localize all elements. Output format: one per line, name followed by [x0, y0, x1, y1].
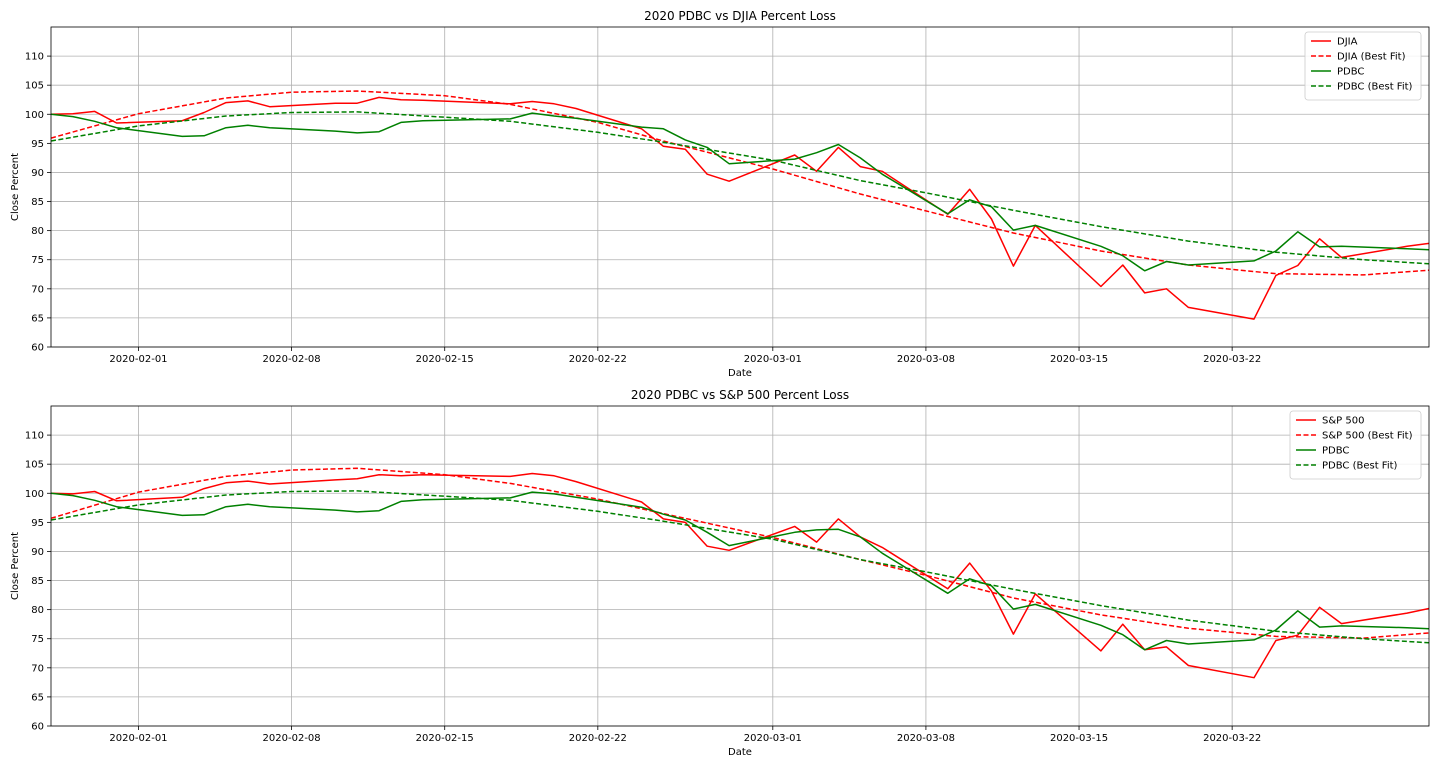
legend-label: S&P 500	[1322, 416, 1364, 427]
legend-box	[1289, 410, 1422, 480]
legend-label: PDBC	[1322, 446, 1349, 457]
y-tick-label: 80	[31, 605, 44, 616]
chart-title: 2020 PDBC vs DJIA Percent Loss	[644, 9, 836, 23]
y-tick-label: 105	[25, 460, 44, 471]
x-tick-label: 2020-03-01	[744, 354, 802, 365]
y-axis-label: Close Percent	[10, 532, 21, 600]
y-tick-label: 75	[31, 634, 44, 645]
y-tick-label: 95	[31, 518, 44, 529]
x-axis-label: Date	[728, 368, 752, 379]
plot-frame	[50, 26, 1430, 348]
series-group	[51, 467, 1429, 679]
y-tick-label: 90	[31, 547, 44, 558]
x-tick-label: 2020-03-08	[897, 354, 955, 365]
y-tick-label: 65	[31, 313, 44, 324]
plot-frame	[50, 405, 1430, 727]
y-tick-label: 65	[31, 692, 44, 703]
x-tick-label: 2020-03-01	[744, 733, 802, 744]
x-tick-label: 2020-02-01	[109, 733, 167, 744]
x-tick-label: 2020-03-15	[1050, 354, 1108, 365]
chart-title: 2020 PDBC vs S&P 500 Percent Loss	[631, 388, 849, 402]
y-tick-label: 85	[31, 576, 44, 587]
series-line-s-p-500	[51, 472, 1429, 679]
legend: S&P 500 S&P 500 (Best Fit) PDBC PDBC (Best …	[1289, 410, 1422, 480]
y-tick-label: 110	[25, 52, 44, 63]
x-tick-label: 2020-02-08	[263, 733, 321, 744]
x-tick-label: 2020-02-15	[416, 354, 474, 365]
legend-label: PDBC	[1337, 67, 1364, 78]
x-tick-label: 2020-02-08	[263, 354, 321, 365]
y-tick-label: 75	[31, 255, 44, 266]
legend-box	[1304, 31, 1422, 101]
y-tick-label: 60	[31, 343, 44, 354]
x-tick-label: 2020-03-15	[1050, 733, 1108, 744]
y-tick-label: 60	[31, 722, 44, 733]
x-tick-label: 2020-03-22	[1203, 354, 1261, 365]
series-line-pdbc	[51, 491, 1429, 651]
x-axis-label: Date	[728, 747, 752, 758]
x-tick-label: 2020-02-01	[109, 354, 167, 365]
y-tick-label: 70	[31, 663, 44, 674]
y-tick-label: 95	[31, 139, 44, 150]
series-group	[51, 90, 1429, 320]
y-tick-label: 70	[31, 284, 44, 295]
legend-label: S&P 500 (Best Fit)	[1322, 431, 1413, 442]
series-line-djia	[51, 96, 1429, 320]
series-line-pdbc-best-fit	[51, 111, 1429, 265]
series-line-djia-best-fit	[51, 90, 1429, 276]
legend-label: PDBC (Best Fit)	[1322, 461, 1398, 472]
x-tick-label: 2020-02-22	[569, 354, 627, 365]
x-tick-label: 2020-03-08	[897, 733, 955, 744]
x-tick-label: 2020-02-22	[569, 733, 627, 744]
y-tick-label: 105	[25, 81, 44, 92]
y-tick-label: 85	[31, 197, 44, 208]
y-tick-label: 90	[31, 168, 44, 179]
chart-panel-1: 2020 PDBC vs DJIA Percent Loss 60 65 70 75 80…	[10, 9, 1430, 379]
legend-label: PDBC (Best Fit)	[1337, 82, 1413, 93]
y-axis-label: Close Percent	[10, 153, 21, 221]
legend: DJIA DJIA (Best Fit) PDBC PDBC (Best Fit)	[1304, 31, 1422, 101]
x-tick-label: 2020-03-22	[1203, 733, 1261, 744]
x-tick-label: 2020-02-15	[416, 733, 474, 744]
series-line-pdbc	[51, 112, 1429, 272]
y-tick-label: 110	[25, 431, 44, 442]
y-tick-label: 100	[25, 489, 44, 500]
series-line-pdbc-best-fit	[51, 490, 1429, 644]
legend-label: DJIA (Best Fit)	[1337, 52, 1406, 63]
chart-panel-2: 2020 PDBC vs S&P 500 Percent Loss 60 65 70 7…	[10, 388, 1430, 758]
y-tick-label: 100	[25, 110, 44, 121]
y-tick-label: 80	[31, 226, 44, 237]
legend-label: DJIA	[1337, 37, 1358, 48]
series-line-s-p-500-best-fit	[51, 467, 1429, 639]
